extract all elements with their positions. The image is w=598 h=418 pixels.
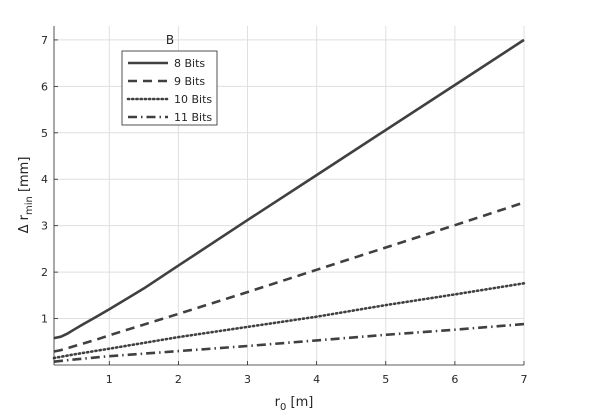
x-tick-label: 4 <box>313 373 320 386</box>
x-tick-label: 5 <box>382 373 389 386</box>
legend-label: 9 Bits <box>174 75 205 88</box>
x-tick-label: 2 <box>175 373 182 386</box>
tick-labels: 1 2 3 4 5 6 7 1 2 3 4 5 6 7 <box>41 34 528 386</box>
y-tick-label: 1 <box>41 313 48 326</box>
legend-label: 8 Bits <box>174 57 205 70</box>
x-tick-label: 7 <box>521 373 528 386</box>
y-tick-label: 7 <box>41 34 48 47</box>
x-tick-label: 1 <box>106 373 113 386</box>
legend-items: 8 Bits 9 Bits 10 Bits 11 Bits <box>126 57 212 124</box>
x-tick-label: 3 <box>244 373 251 386</box>
y-tick-label: 4 <box>41 173 48 186</box>
x-tick-label: 6 <box>451 373 458 386</box>
series-line-4 <box>53 322 525 363</box>
y-tick-label: 2 <box>41 266 48 279</box>
series-layer <box>52 38 526 363</box>
x-axis-label: r0 [m] <box>275 395 314 413</box>
y-axis-label: Δ rmin [mm] <box>17 157 35 234</box>
y-tick-label: 6 <box>41 80 48 93</box>
grid-lines <box>54 26 525 365</box>
axes <box>53 26 525 366</box>
series-line-1 <box>53 38 525 340</box>
series-line-2 <box>53 201 525 353</box>
legend-label: 10 Bits <box>174 93 212 106</box>
y-tick-label: 5 <box>41 127 48 140</box>
legend-title: B <box>166 33 174 47</box>
legend-label: 11 Bits <box>174 111 212 124</box>
series-line-3 <box>52 282 526 360</box>
y-tick-label: 3 <box>41 220 48 233</box>
legend: B 8 Bits 9 Bits 10 Bits 11 Bits <box>121 33 218 126</box>
